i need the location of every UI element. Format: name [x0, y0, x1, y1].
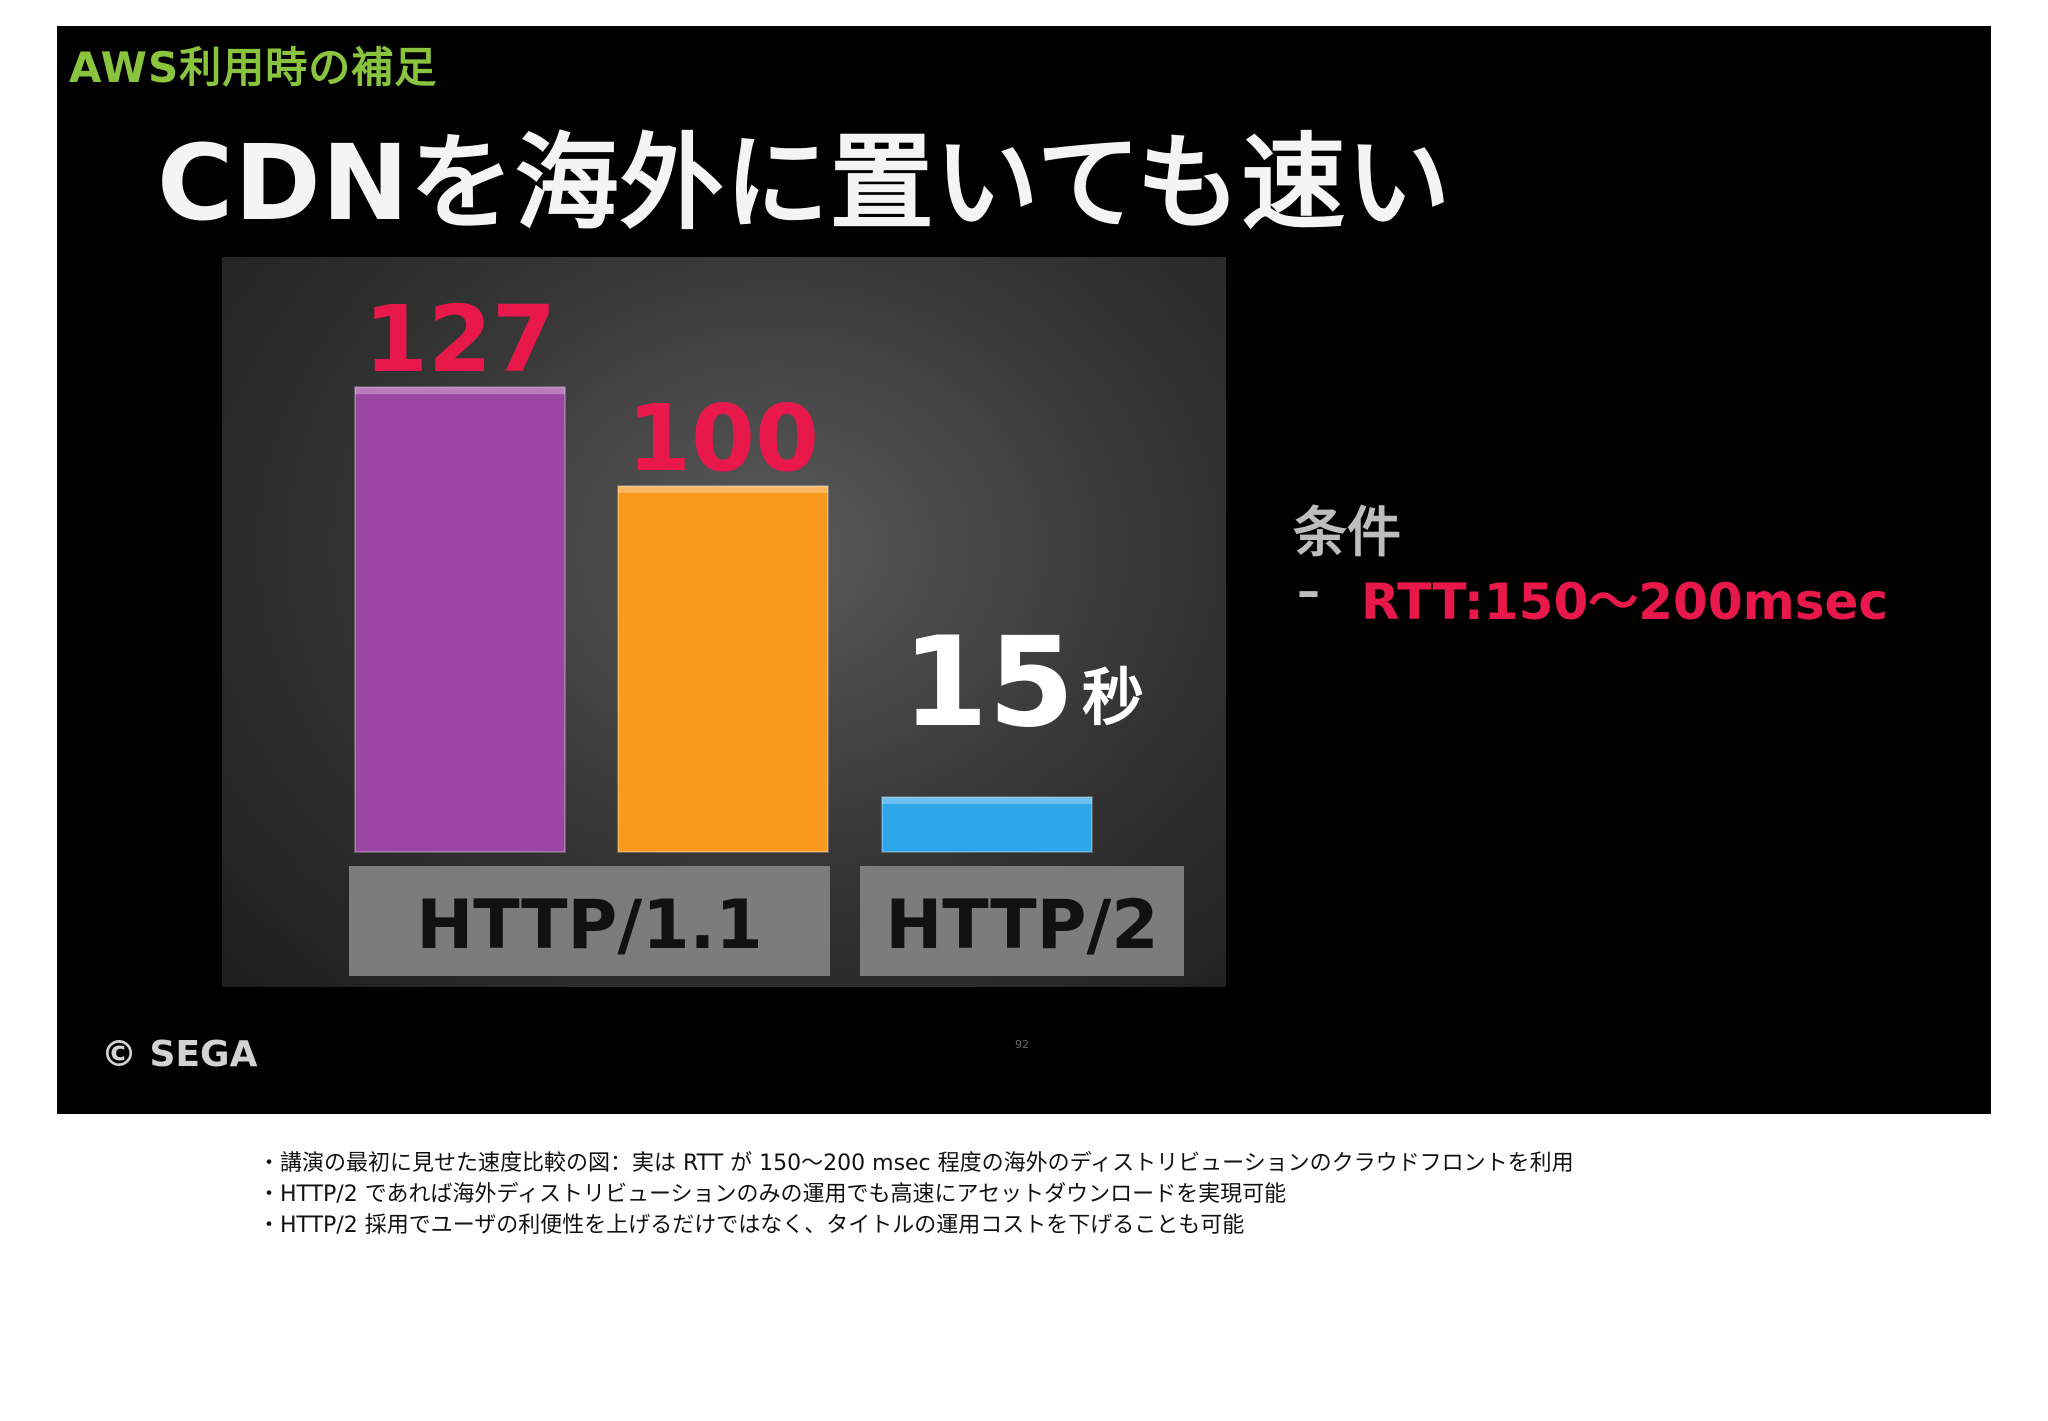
speaker-notes: ・講演の最初に見せた速度比較の図：実は RTT が 150〜200 msec 程…	[258, 1148, 1958, 1241]
group-label-box	[860, 866, 1184, 976]
bar-value-unit: 秒	[1082, 661, 1144, 734]
bar-highlight	[355, 387, 565, 395]
note-line: ・講演の最初に見せた速度比較の図：実は RTT が 150〜200 msec 程…	[258, 1151, 1574, 1176]
group-label: HTTP/1.1	[416, 886, 762, 965]
slide: AWS利用時の補足 CDNを海外に置いても速い 127 100 15 秒 HTTP/1.…	[57, 26, 1991, 1114]
note-line: ・HTTP/2 採用でユーザの利便性を上げるだけではなく、タイトルの運用コストを…	[258, 1213, 1245, 1238]
conditions-label: 条件	[1293, 501, 1401, 564]
bar-highlight	[618, 486, 828, 493]
slide-title: CDNを海外に置いても速い	[157, 122, 1452, 244]
group-label: HTTP/2	[885, 886, 1158, 965]
bar-value-label: 100	[627, 385, 819, 492]
slide-subtitle: AWS利用時の補足	[69, 43, 438, 92]
group-label-box	[349, 866, 830, 976]
bar-highlight	[882, 797, 1092, 805]
bar	[617, 485, 829, 853]
bar-value-label: 15	[902, 611, 1075, 755]
page-number: 92	[1015, 1038, 1029, 1051]
chart-panel: 127 100 15 秒 HTTP/1.1 HTTP/2	[222, 257, 1226, 987]
copyright-text: © SEGA	[101, 1034, 258, 1075]
bar-value-label: 127	[364, 286, 556, 393]
note-line: ・HTTP/2 であれば海外ディストリビューションのみの運用でも高速にアセットダ…	[258, 1182, 1287, 1207]
bar	[354, 386, 566, 853]
bar-chart: 127 100 15 秒 HTTP/1.1 HTTP/2	[349, 286, 1184, 976]
bar	[881, 796, 1093, 853]
conditions-value: RTT:150〜200msec	[1361, 573, 1889, 631]
conditions-dash: –	[1297, 564, 1320, 618]
